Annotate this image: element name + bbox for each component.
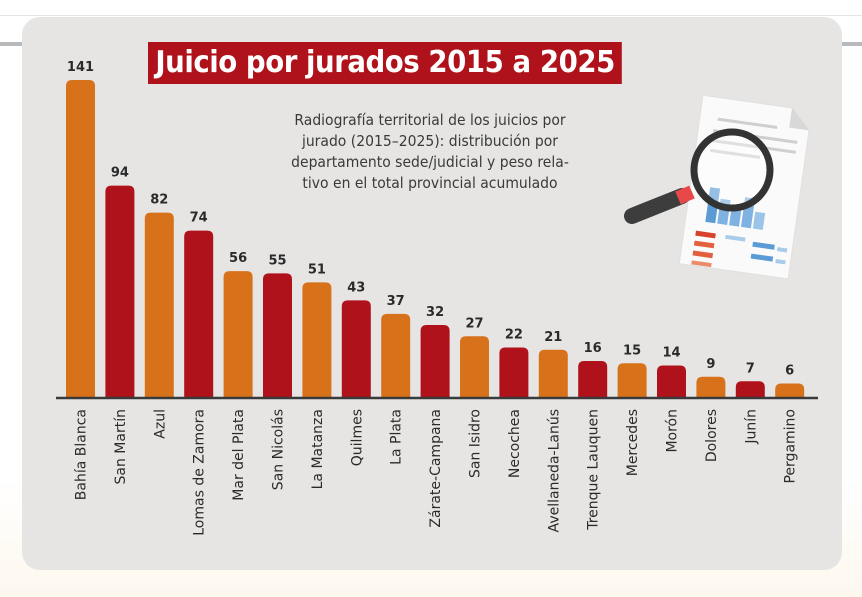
- bar: [538, 349, 568, 397]
- category-label: Dolores: [704, 409, 720, 462]
- chart-subtitle: Radiografía territorial de los juicios p…: [268, 110, 592, 194]
- data-label: 74: [190, 211, 208, 226]
- bar: [617, 363, 647, 397]
- data-label: 9: [706, 357, 715, 372]
- category-label: Azul: [152, 409, 168, 439]
- bar: [578, 361, 608, 397]
- bar: [499, 347, 529, 397]
- bar: [420, 325, 450, 397]
- subtitle-line: departamento sede/judicial y peso rela-: [291, 153, 569, 171]
- bar: [184, 230, 214, 397]
- bar: [381, 313, 411, 397]
- data-label: 21: [544, 330, 562, 345]
- data-label: 14: [662, 346, 680, 361]
- category-label: La Matanza: [310, 409, 326, 489]
- category-label: Mercedes: [625, 409, 641, 476]
- data-label: 43: [347, 280, 365, 295]
- category-label: Pergamino: [783, 409, 799, 484]
- data-label: 37: [387, 294, 405, 309]
- category-label: Morón: [665, 409, 681, 453]
- data-label: 32: [426, 305, 444, 320]
- bar: [105, 185, 135, 397]
- subtitle-line: tivo en el total provincial acumulado: [302, 174, 558, 192]
- subtitle-line: jurado (2015–2025): distribución por: [301, 132, 559, 150]
- category-label: Junín: [743, 409, 759, 445]
- data-label: 141: [67, 60, 94, 75]
- subtitle-line: Radiografía territorial de los juicios p…: [294, 111, 566, 129]
- category-label: Bahía Blanca: [74, 409, 90, 500]
- right-rule: [840, 42, 862, 46]
- category-label: Zárate-Campana: [428, 409, 444, 528]
- data-label: 94: [111, 166, 129, 181]
- bar: [341, 300, 371, 397]
- bar: [302, 282, 332, 397]
- bar: [775, 383, 805, 397]
- bar: [263, 273, 292, 397]
- document-magnifier-icon: [624, 94, 810, 280]
- category-label: Quilmes: [349, 409, 365, 466]
- bar: [66, 80, 95, 397]
- data-label: 15: [623, 343, 641, 358]
- category-label: La Plata: [389, 409, 405, 465]
- category-label: Lomas de Zamora: [192, 409, 208, 536]
- bar: [657, 365, 686, 397]
- bar: [144, 212, 174, 397]
- category-label: San Martín: [113, 409, 129, 484]
- category-label: Avellaneda-Lanús: [546, 409, 562, 532]
- data-label: 56: [229, 251, 247, 266]
- data-label: 82: [150, 193, 168, 208]
- category-label: Trenque Lauquen: [586, 409, 602, 531]
- data-label: 22: [505, 328, 523, 343]
- data-label: 27: [465, 316, 483, 331]
- data-label: 16: [584, 341, 602, 356]
- top-divider: [0, 15, 862, 16]
- category-label: Necochea: [507, 409, 523, 478]
- bar: [223, 271, 253, 397]
- data-label: 7: [746, 361, 755, 376]
- data-label: 51: [308, 262, 326, 277]
- data-label: 55: [268, 253, 286, 268]
- bar: [696, 376, 726, 397]
- bar: [460, 336, 489, 397]
- category-label: Mar del Plata: [231, 409, 247, 501]
- bar: [735, 381, 765, 397]
- chart-title: Juicio por jurados 2015 a 2025: [148, 42, 623, 84]
- left-rule: [0, 42, 24, 46]
- category-label: San Isidro: [468, 409, 484, 478]
- data-label: 6: [785, 364, 794, 379]
- category-label: San Nicolás: [271, 409, 287, 490]
